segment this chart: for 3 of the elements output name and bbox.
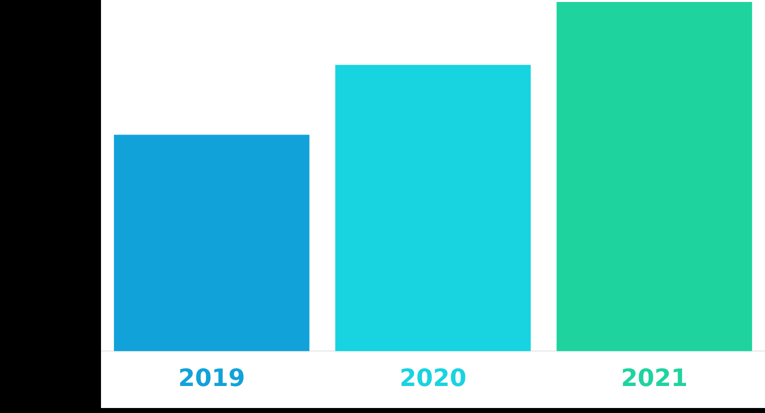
- x-tick-label: 2020: [400, 364, 466, 392]
- x-tick-label: 2019: [178, 364, 246, 392]
- x-tick-label: 2021: [620, 364, 688, 392]
